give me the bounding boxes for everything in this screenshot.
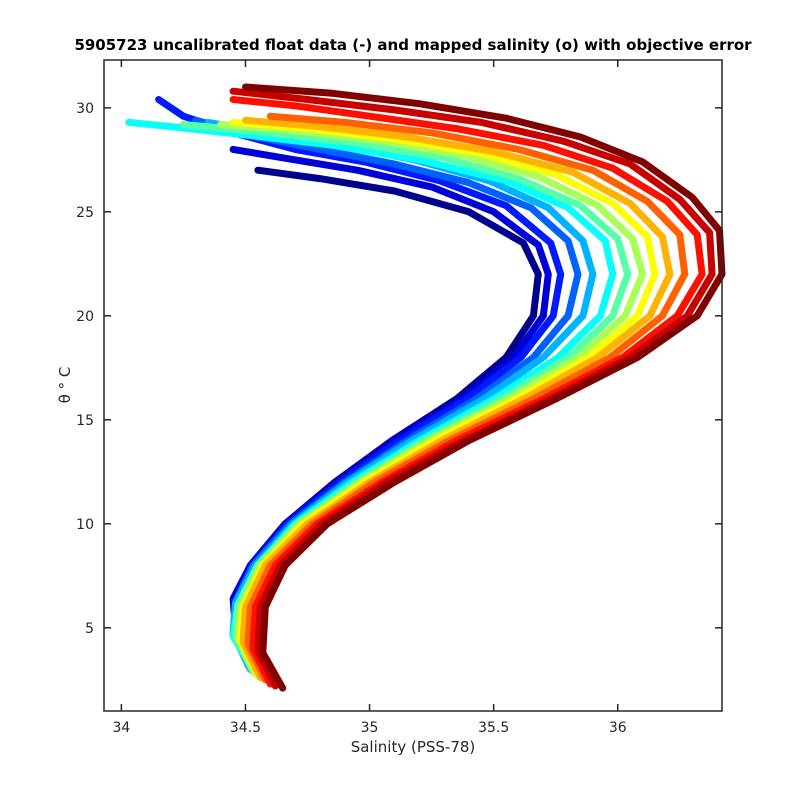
series-layer <box>125 83 726 692</box>
chart-title: 5905723 uncalibrated float data (-) and … <box>74 36 752 54</box>
y-tick-label-0: 5 <box>85 621 94 637</box>
x-tick-label-0: 34 <box>112 720 130 736</box>
x-tick-label-3: 35.5 <box>478 720 509 736</box>
y-tick-label-5: 30 <box>76 101 94 117</box>
y-tick-label-3: 20 <box>76 309 94 325</box>
plot-area-frame <box>103 59 723 712</box>
axes-layer: 34 34.5 35 35.5 36 5 10 15 20 25 30 <box>76 60 722 736</box>
profile-series-9 <box>239 116 674 682</box>
profile-series-13 <box>242 83 726 692</box>
profile-series-10 <box>244 112 689 684</box>
x-tick-label-4: 36 <box>609 720 627 736</box>
profile-series-12 <box>229 87 716 690</box>
x-axis-label: Salinity (PSS-78) <box>351 738 476 756</box>
x-tick-label-1: 34.5 <box>230 720 261 736</box>
y-tick-label-1: 10 <box>76 517 94 533</box>
profile-series-11 <box>229 96 706 688</box>
y-tick-label-2: 15 <box>76 413 94 429</box>
x-tick-label-2: 35 <box>361 720 379 736</box>
y-tick-label-4: 25 <box>76 205 94 221</box>
y-axis-label: θ ° C <box>56 367 74 404</box>
